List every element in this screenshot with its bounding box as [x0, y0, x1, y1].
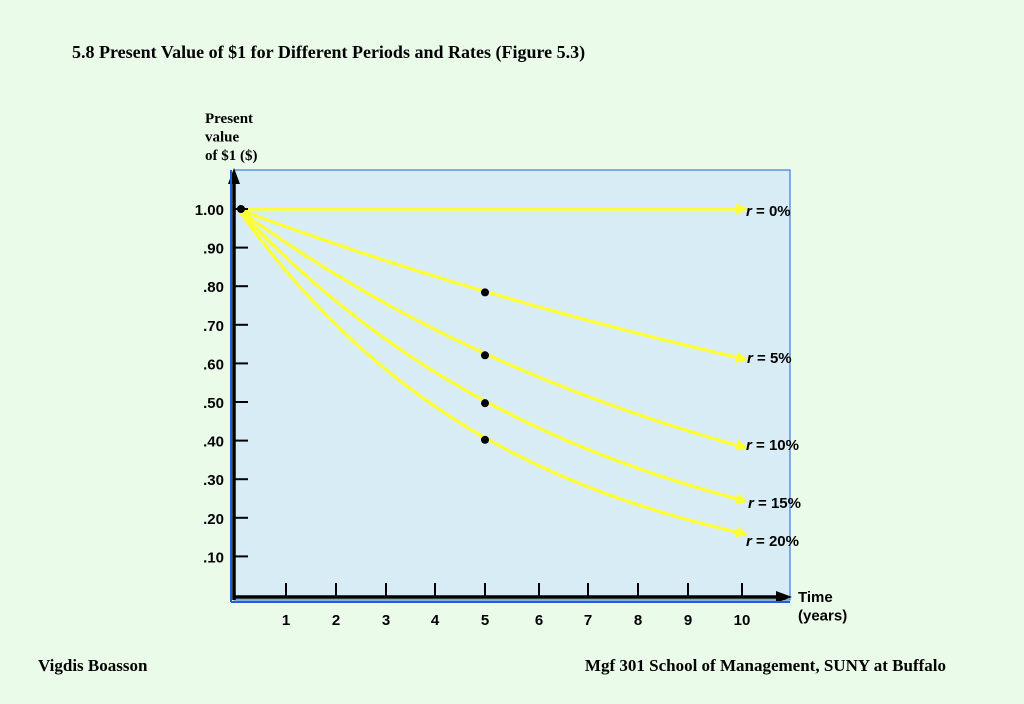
data-point-marker	[481, 288, 489, 297]
series-line-2	[237, 207, 741, 448]
x-tick-label: 4	[431, 612, 440, 629]
series-label-2: r = 10%	[746, 437, 799, 454]
data-point-marker	[481, 399, 489, 408]
series-label-3: r = 15%	[748, 495, 801, 512]
data-point-marker	[237, 205, 245, 213]
data-point-marker	[481, 435, 489, 444]
plot-area	[233, 169, 791, 601]
x-tick-label: 7	[584, 612, 592, 629]
y-tick-label: 1.00	[195, 202, 224, 219]
y-tick-label: .10	[203, 549, 224, 566]
series-label-1: r = 5%	[747, 350, 792, 367]
footer-course: Mgf 301 School of Management, SUNY at Bu…	[584, 656, 946, 675]
series-arrowhead-2	[735, 439, 748, 451]
series-arrowhead-3	[735, 493, 748, 504]
x-tick-label: 6	[535, 612, 543, 629]
series-line-1	[237, 207, 741, 360]
y-tick-label: .40	[203, 434, 224, 451]
y-tick-label: .20	[203, 511, 224, 528]
x-ticks-group: 1 2 3 4 5 6 7 8 9 10	[282, 583, 751, 629]
series-arrowhead-1	[735, 351, 748, 363]
y-tick-label: .50	[203, 395, 224, 412]
y-axis-title-line: of $1 ($)	[205, 148, 258, 164]
markers-group	[237, 205, 489, 444]
series-line-3	[236, 207, 741, 502]
y-axis-title-line: value	[205, 130, 240, 146]
series-line-4	[236, 208, 741, 535]
curves-group	[236, 203, 748, 538]
y-ticks-group: 1.00 .90 .80 .70 .60 .50 .40 .30 .20 .10	[195, 202, 248, 566]
series-arrowhead-4	[735, 526, 748, 538]
x-tick-label: 2	[332, 612, 340, 629]
series-labels-group: r = 0% r = 5% r = 10% r = 15% r = 20%	[746, 203, 801, 550]
x-axis-arrow-icon	[776, 591, 792, 603]
series-label-4: r = 20%	[746, 533, 799, 550]
y-tick-label: .80	[203, 279, 224, 296]
series-arrowhead-0	[736, 203, 748, 215]
x-tick-label: 8	[634, 612, 642, 629]
x-tick-label: 3	[382, 612, 390, 629]
x-tick-label: 10	[734, 612, 751, 629]
series-label-0: r = 0%	[746, 203, 791, 220]
x-tick-label: 9	[684, 612, 692, 629]
y-tick-label: .60	[203, 356, 224, 373]
y-tick-label: .70	[203, 318, 224, 335]
x-tick-label: 1	[282, 612, 290, 629]
y-axis-title-line: Present	[205, 111, 253, 127]
y-tick-label: .30	[203, 472, 224, 489]
y-tick-label: .90	[203, 241, 224, 258]
x-axis-title-line: (years)	[798, 608, 847, 625]
axis-titles-group: Present value of $1 ($) Time (years)	[205, 111, 847, 625]
data-point-marker	[481, 351, 489, 360]
x-tick-label: 5	[481, 612, 489, 629]
slide-title: 5.8 Present Value of $1 for Different Pe…	[72, 42, 586, 62]
footer-author: Vigdis Boasson	[38, 656, 148, 675]
x-axis-title-line: Time	[798, 589, 833, 606]
